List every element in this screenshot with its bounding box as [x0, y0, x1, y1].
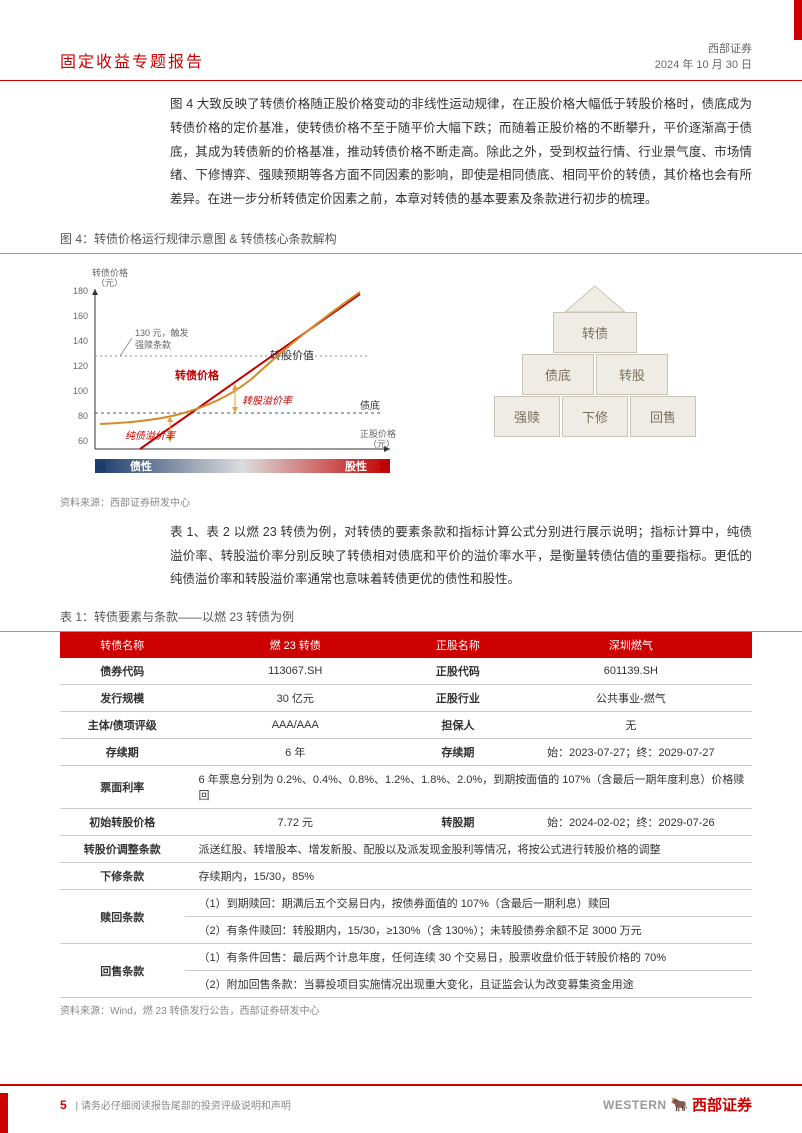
svg-text:（元）: （元） — [368, 439, 395, 449]
page-footer: 5 | 请务必仔细阅读报告尾部的投资评级说明和声明 WESTERN 🐂 西部证券 — [0, 1084, 802, 1115]
footer-text: 请务必仔细阅读报告尾部的投资评级说明和声明 — [81, 1101, 291, 1112]
svg-text:纯债溢价率: 纯债溢价率 — [125, 430, 177, 442]
report-title: 固定收益专题报告 — [60, 48, 204, 72]
fig4-chart: 转债价格 （元） 180 160 140 120 100 80 60 130 元… — [60, 264, 440, 484]
th: 正股名称 — [406, 632, 510, 658]
th: 燃 23 转债 — [185, 632, 406, 658]
fig4-source: 资料来源：西部证券研发中心 — [0, 490, 802, 509]
paragraph-2: 表 1、表 2 以燃 23 转债为例，对转债的要素条款和指标计算公式分别进行展示… — [0, 509, 802, 592]
table-header-row: 转债名称 燃 23 转债 正股名称 深圳燃气 — [60, 632, 752, 658]
svg-text:转债价格: 转债价格 — [175, 368, 220, 382]
svg-text:债性: 债性 — [130, 459, 152, 473]
pyr-cell: 强赎 — [494, 396, 560, 437]
table-row: 发行规模 30 亿元 正股行业 公共事业-燃气 — [60, 685, 752, 712]
svg-text:60: 60 — [78, 436, 88, 446]
table-row: 转股价调整条款 派送红股、转增股本、增发新股、配股以及派发现金股利等情况，将按公… — [60, 836, 752, 863]
svg-text:（元）: （元） — [96, 278, 123, 288]
pyr-cell: 债底 — [522, 354, 594, 395]
report-date: 2024 年 10 月 30 日 — [655, 56, 752, 72]
table-row: 回售条款 （1）有条件回售：最后两个计息年度，任何连续 30 个交易日，股票收盘… — [60, 944, 752, 971]
header-meta: 西部证券 2024 年 10 月 30 日 — [655, 40, 752, 72]
footer-logo: WESTERN 🐂 西部证券 — [603, 1094, 752, 1115]
svg-text:160: 160 — [73, 311, 88, 321]
svg-text:强赎条款: 强赎条款 — [135, 339, 171, 350]
org-name: 西部证券 — [655, 40, 752, 56]
fig4-wrap: 转债价格 （元） 180 160 140 120 100 80 60 130 元… — [0, 254, 802, 490]
svg-text:100: 100 — [73, 386, 88, 396]
table1-source: 资料来源：Wind，燃 23 转债发行公告，西部证券研发中心 — [0, 998, 802, 1017]
svg-text:正股价格: 正股价格 — [360, 428, 396, 439]
table-row: 初始转股价格 7.72 元 转股期 始：2024-02-02；终：2029-07… — [60, 809, 752, 836]
svg-text:转股溢价率: 转股溢价率 — [242, 395, 294, 407]
logo-en: WESTERN — [603, 1098, 667, 1112]
table-row: 债券代码 113067.SH 正股代码 601139.SH — [60, 658, 752, 685]
pyramid-peak — [470, 284, 720, 314]
svg-text:债底: 债底 — [360, 399, 380, 412]
pyr-cell: 回售 — [630, 396, 696, 437]
fig4-pyramid: 转债 债底 转股 强赎 下修 回售 — [470, 284, 720, 464]
svg-text:转股价值: 转股价值 — [270, 348, 314, 362]
svg-text:股性: 股性 — [345, 459, 367, 473]
table1-caption: 表 1：转债要素与条款——以燃 23 转债为例 — [0, 592, 802, 632]
logo-cn: 西部证券 — [692, 1094, 752, 1115]
th: 深圳燃气 — [510, 632, 752, 658]
table-row: 票面利率 6 年票息分别为 0.2%、0.4%、0.8%、1.2%、1.8%、2… — [60, 766, 752, 809]
svg-text:120: 120 — [73, 361, 88, 371]
svg-text:140: 140 — [73, 336, 88, 346]
table1: 转债名称 燃 23 转债 正股名称 深圳燃气 债券代码 113067.SH 正股… — [0, 632, 802, 998]
table-row: 存续期 6 年 存续期 始：2023-07-27；终：2029-07-27 — [60, 739, 752, 766]
table-row: 下修条款 存续期内，15/30，85% — [60, 863, 752, 890]
pyr-cell: 转股 — [596, 354, 668, 395]
pyr-cell: 转债 — [553, 312, 637, 353]
paragraph-1: 图 4 大致反映了转债价格随正股价格变动的非线性运动规律，在正股价格大幅低于转股… — [0, 81, 802, 212]
svg-text:130 元，触发: 130 元，触发 — [135, 327, 189, 338]
svg-text:180: 180 — [73, 286, 88, 296]
table-row: 主体/债项评级 AAA/AAA 担保人 无 — [60, 712, 752, 739]
page-number: 5 — [60, 1098, 67, 1112]
page-header: 固定收益专题报告 西部证券 2024 年 10 月 30 日 — [0, 0, 802, 81]
footer-note: 5 | 请务必仔细阅读报告尾部的投资评级说明和声明 — [60, 1097, 291, 1112]
red-accent-top — [794, 0, 802, 40]
svg-text:80: 80 — [78, 411, 88, 421]
svg-text:转债价格: 转债价格 — [92, 267, 128, 278]
th: 转债名称 — [60, 632, 185, 658]
chart-svg: 转债价格 （元） 180 160 140 120 100 80 60 130 元… — [60, 264, 440, 484]
fig4-caption: 图 4：转债价格运行规律示意图 & 转债核心条款解构 — [0, 212, 802, 254]
pyr-cell: 下修 — [562, 396, 628, 437]
table-row: 赎回条款 （1）到期赎回：期满后五个交易日内，按债券面值的 107%（含最后一期… — [60, 890, 752, 917]
bull-icon: 🐂 — [671, 1096, 688, 1113]
